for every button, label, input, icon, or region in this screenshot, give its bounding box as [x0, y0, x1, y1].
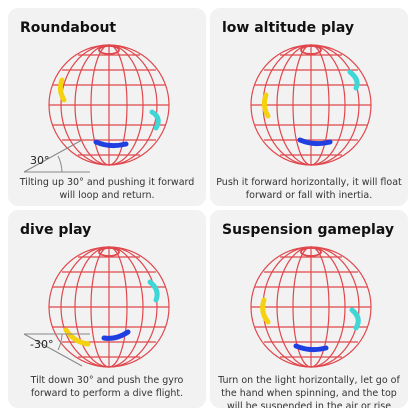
panel-low-altitude: low altitude play Push it forward [210, 8, 408, 206]
panel-caption: Tilt down 30° and push the gyro forward … [30, 375, 184, 399]
yellow-light [57, 77, 67, 103]
panel-caption: Tilting up 30° and pushing it forward wi… [19, 177, 195, 201]
ball-grid [48, 44, 170, 166]
yellow-light [63, 327, 91, 347]
yellow-light [261, 92, 271, 119]
cyan-light [149, 109, 161, 131]
panel-title: low altitude play [222, 20, 354, 36]
spinner-ball-icon [48, 246, 170, 368]
panel-caption: Turn on the light horizontally, let go o… [218, 375, 400, 408]
angle-label: 30° [30, 154, 50, 167]
panel-suspension: Suspension gameplay Turn on the li [210, 210, 408, 408]
cyan-light [347, 69, 360, 91]
ball-grid [250, 44, 372, 166]
panel-title: Suspension gameplay [222, 222, 394, 238]
cyan-light [349, 307, 361, 331]
blue-light [293, 343, 329, 353]
blue-light [93, 139, 129, 149]
angle-indicator-icon [23, 333, 90, 367]
ball-grid [48, 246, 170, 368]
panel-dive-play: dive play [8, 210, 206, 408]
cyan-light [147, 279, 160, 303]
blue-light [297, 137, 333, 147]
panel-title: Roundabout [20, 20, 117, 36]
panel-roundabout: Roundabout [8, 8, 206, 206]
spinner-ball-icon [48, 44, 170, 166]
panel-caption: Push it forward horizontally, it will fl… [216, 177, 402, 201]
angle-label: -30° [30, 338, 54, 351]
angle-indicator-icon [23, 139, 90, 173]
spinner-ball-icon [250, 246, 372, 368]
blue-light [101, 329, 131, 341]
panel-title: dive play [20, 222, 92, 238]
spinner-ball-icon [250, 44, 372, 166]
yellow-light [260, 297, 271, 325]
